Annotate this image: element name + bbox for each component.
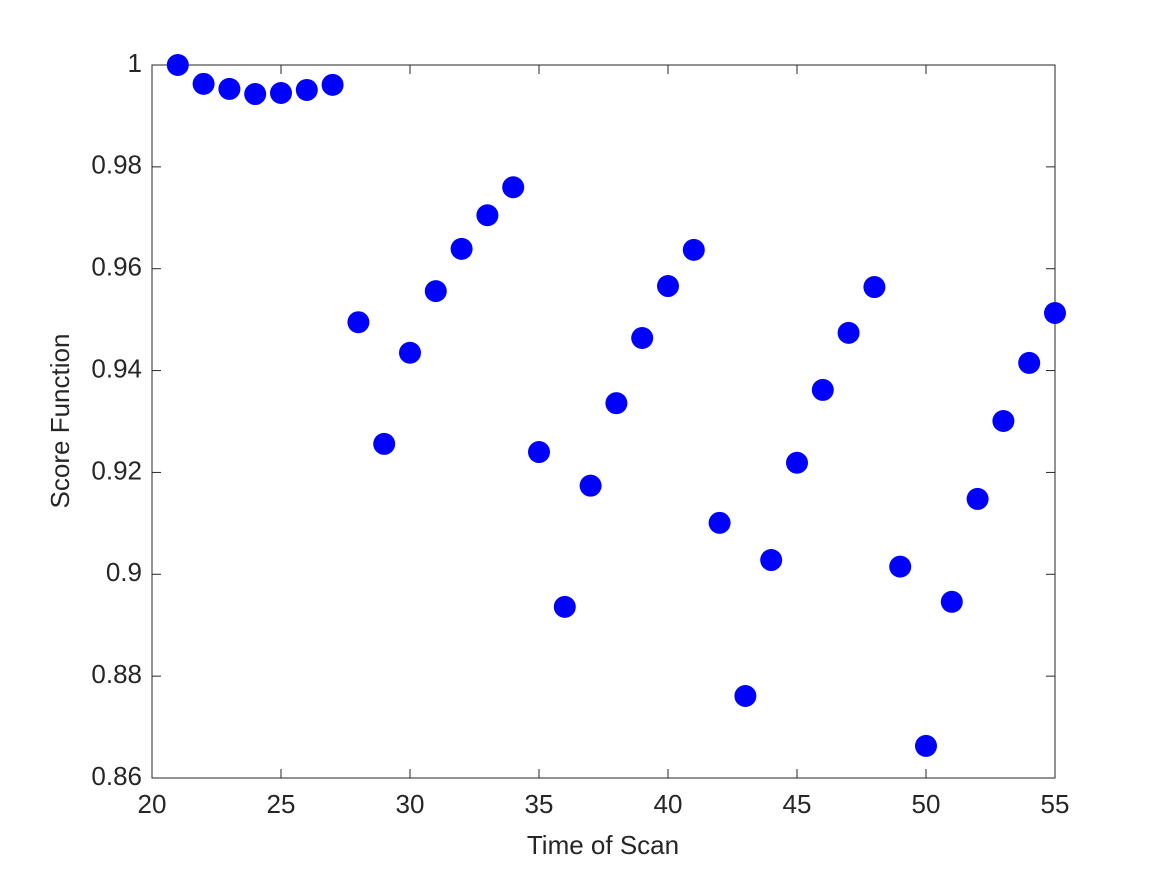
point <box>399 341 421 364</box>
x-axis-label: Time of Scan <box>527 830 679 860</box>
y-tick-label: 1 <box>128 48 142 78</box>
y-tick-label: 0.88 <box>91 659 142 689</box>
point <box>347 311 370 334</box>
point <box>192 72 215 95</box>
y-tick-label: 0.98 <box>91 150 142 180</box>
x-tick-label: 25 <box>267 789 296 819</box>
y-tick-label: 0.96 <box>91 252 142 282</box>
x-tick-label: 20 <box>138 789 167 819</box>
point <box>553 595 576 618</box>
point <box>837 321 860 344</box>
x-tick-label: 30 <box>396 789 425 819</box>
point <box>734 685 757 708</box>
point <box>915 734 937 757</box>
point <box>424 280 447 303</box>
point <box>682 238 705 261</box>
y-axis-label: Score Function <box>45 334 75 509</box>
point <box>811 378 834 401</box>
point <box>295 78 318 101</box>
plot-frame <box>151 64 1056 779</box>
point <box>940 590 963 613</box>
point <box>708 511 731 534</box>
point <box>270 82 292 105</box>
point <box>889 555 912 578</box>
point <box>579 474 602 497</box>
point <box>166 54 189 76</box>
point <box>1044 302 1066 325</box>
point <box>605 392 628 415</box>
x-tick-label: 40 <box>654 789 683 819</box>
x-tick-label: 35 <box>525 789 554 819</box>
point <box>528 441 550 464</box>
point <box>992 409 1015 432</box>
y-tick-label: 0.9 <box>106 557 142 587</box>
y-tick-label: 0.92 <box>91 455 142 485</box>
point <box>966 487 989 510</box>
x-tick-label: 55 <box>1041 789 1070 819</box>
point <box>321 73 344 96</box>
point <box>1018 351 1041 374</box>
point <box>760 549 783 572</box>
point <box>218 77 241 100</box>
point <box>373 432 396 455</box>
point <box>502 176 525 199</box>
y-tick-label: 0.86 <box>91 761 142 791</box>
x-tick-label: 45 <box>783 789 812 819</box>
point <box>476 204 499 227</box>
x-tick-label: 50 <box>912 789 941 819</box>
point <box>786 451 808 474</box>
point <box>863 276 886 299</box>
point <box>450 237 473 260</box>
point <box>244 83 267 106</box>
point <box>631 326 654 349</box>
y-tick-label: 0.94 <box>91 353 142 383</box>
point <box>657 275 679 298</box>
